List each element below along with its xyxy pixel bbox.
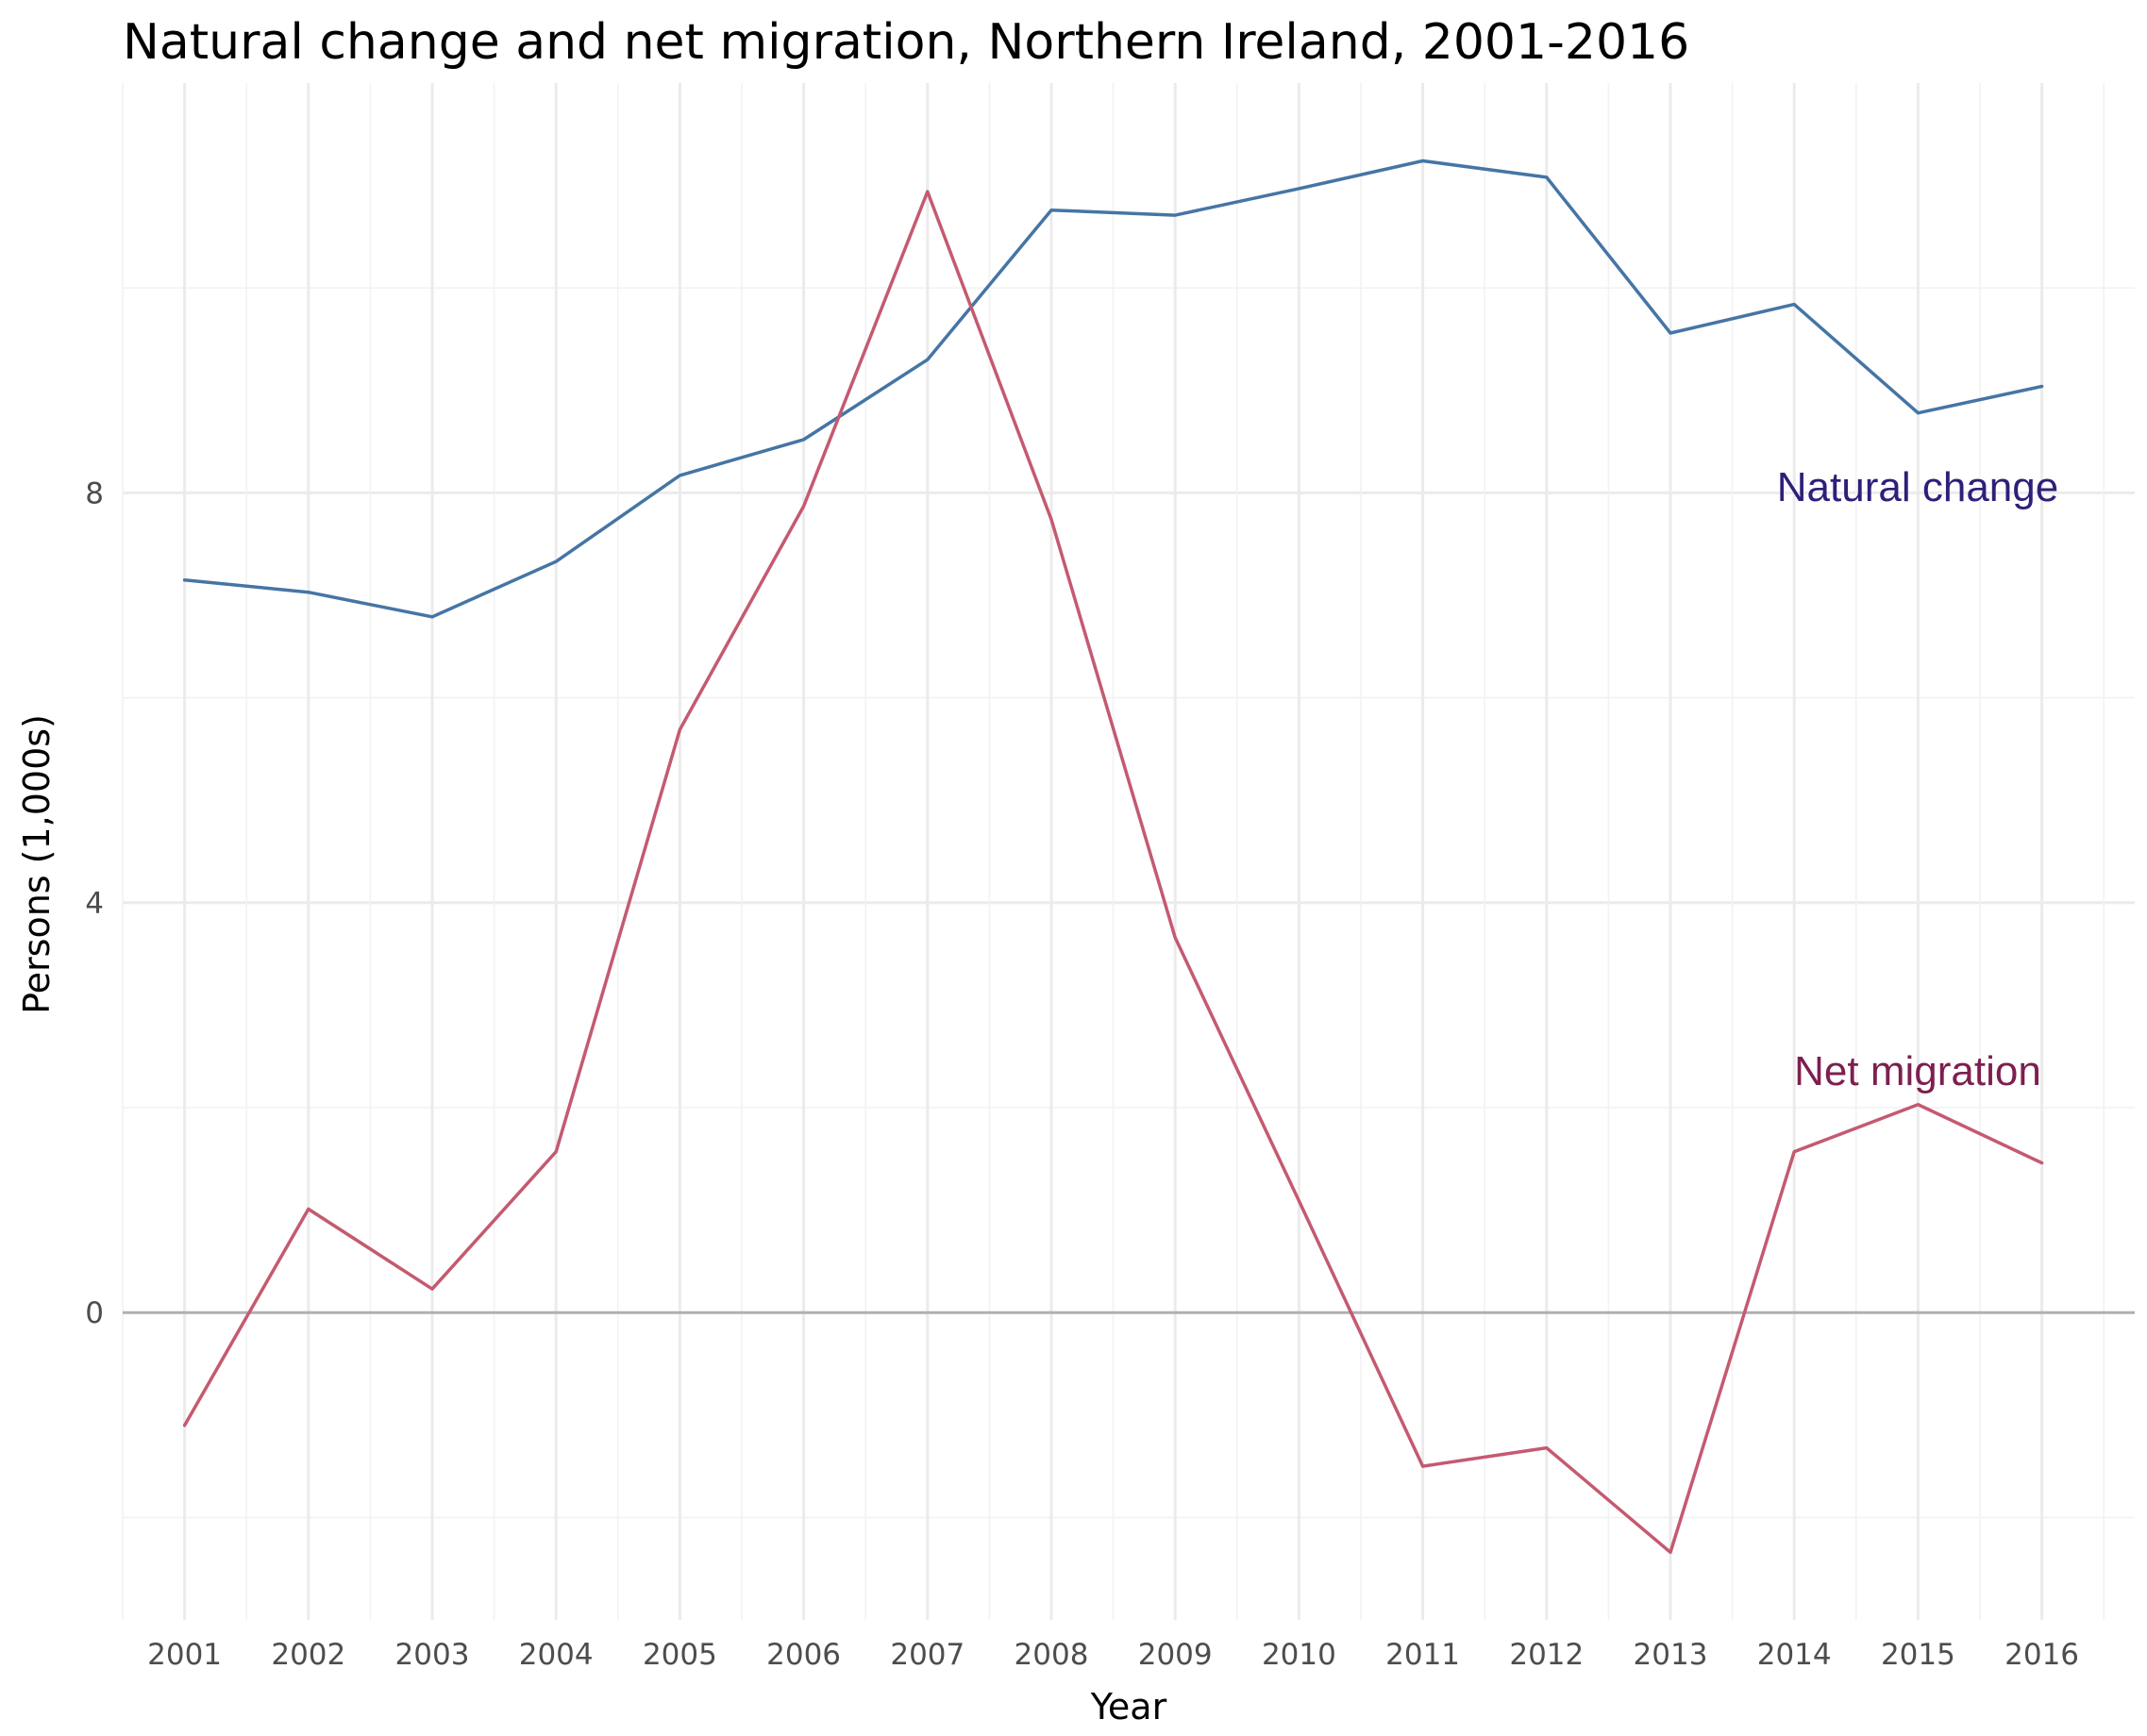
x-tick-label: 2015 — [1881, 1638, 1955, 1672]
series-line-net-migration — [182, 190, 2044, 1555]
series-label-net-migration: Net migration — [1794, 1048, 2041, 1094]
x-tick-label: 2014 — [1757, 1638, 1832, 1672]
x-tick-label: 2007 — [890, 1638, 964, 1672]
x-tick-label: 2011 — [1385, 1638, 1460, 1672]
x-tick-label: 2005 — [643, 1638, 717, 1672]
x-tick-label: 2009 — [1138, 1638, 1213, 1672]
x-tick-label: 2012 — [1509, 1638, 1584, 1672]
x-axis-ticks: 2001 2002 2003 2004 2005 2006 2007 2008 2009 2010… — [147, 1638, 2079, 1672]
chart-title: Natural change and net migration, Northe… — [123, 14, 1689, 71]
grid — [122, 83, 2135, 1620]
series-labels: Natural change Net migration — [1777, 464, 2058, 1094]
x-tick-label: 2010 — [1262, 1638, 1336, 1672]
x-axis-title: Year — [1090, 1686, 1167, 1728]
y-axis-title: Persons (1,000s) — [16, 714, 58, 1014]
series-lines — [182, 159, 2044, 1555]
y-axis-ticks: 0 4 8 — [85, 476, 104, 1330]
x-tick-label: 2003 — [395, 1638, 470, 1672]
series-label-natural-change: Natural change — [1777, 464, 2058, 510]
series-line-natural-change — [182, 159, 2044, 619]
x-tick-label: 2001 — [147, 1638, 222, 1672]
x-tick-label: 2004 — [519, 1638, 594, 1672]
x-tick-label: 2006 — [766, 1638, 841, 1672]
y-tick-label: 4 — [85, 887, 104, 921]
x-tick-label: 2013 — [1634, 1638, 1708, 1672]
y-tick-label: 8 — [85, 476, 104, 510]
x-tick-label: 2016 — [2004, 1638, 2079, 1672]
x-tick-label: 2002 — [271, 1638, 345, 1672]
x-tick-label: 2008 — [1015, 1638, 1089, 1672]
y-tick-label: 0 — [85, 1296, 104, 1330]
